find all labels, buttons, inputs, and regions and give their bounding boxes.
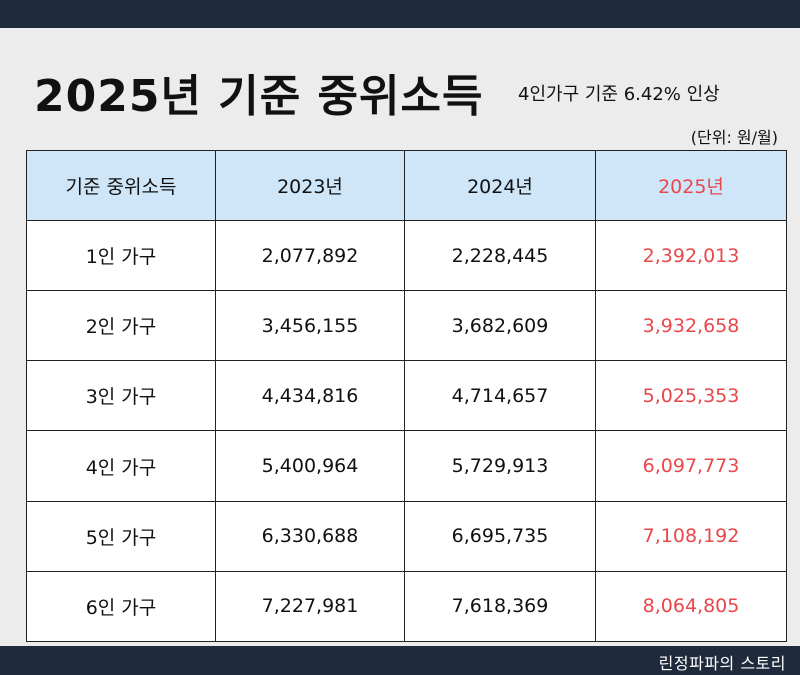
cell-2024: 7,618,369 <box>404 570 596 643</box>
table-row: 3인 가구 4,434,816 4,714,657 5,025,353 <box>26 360 787 432</box>
table-row: 5인 가구 6,330,688 6,695,735 7,108,192 <box>26 500 787 572</box>
row-label: 5인 가구 <box>26 500 216 572</box>
cell-2025: 8,064,805 <box>595 570 787 643</box>
row-label: 1인 가구 <box>26 219 216 292</box>
cell-2024: 3,682,609 <box>404 290 596 362</box>
column-header-category: 기준 중위소득 <box>26 150 216 221</box>
table-header-row: 기준 중위소득 2023년 2024년 2025년 <box>26 150 787 221</box>
row-label: 6인 가구 <box>26 570 216 643</box>
table-row: 6인 가구 7,227,981 7,618,369 8,064,805 <box>26 570 787 643</box>
row-label: 4인 가구 <box>26 430 216 502</box>
cell-2025: 2,392,013 <box>595 219 787 292</box>
cell-2023: 3,456,155 <box>215 290 405 362</box>
cell-2023: 4,434,816 <box>215 360 405 432</box>
cell-2023: 7,227,981 <box>215 570 405 643</box>
page-title: 2025년 기준 중위소득 <box>34 71 484 122</box>
cell-2025: 6,097,773 <box>595 430 787 502</box>
table-row: 2인 가구 3,456,155 3,682,609 3,932,658 <box>26 290 787 362</box>
cell-2023: 6,330,688 <box>215 500 405 572</box>
top-bar <box>0 0 800 28</box>
cell-2024: 4,714,657 <box>404 360 596 432</box>
table-row: 1인 가구 2,077,892 2,228,445 2,392,013 <box>26 219 787 292</box>
column-header-2024: 2024년 <box>404 150 596 221</box>
cell-2024: 5,729,913 <box>404 430 596 502</box>
cell-2023: 2,077,892 <box>215 219 405 292</box>
footer-credit: 린정파파의 스토리 <box>658 654 786 673</box>
median-income-table: 기준 중위소득 2023년 2024년 2025년 1인 가구 2,077,89… <box>26 150 787 643</box>
cell-2024: 2,228,445 <box>404 219 596 292</box>
cell-2025: 5,025,353 <box>595 360 787 432</box>
page-subtitle: 4인가구 기준 6.42% 인상 <box>518 84 720 105</box>
cell-2025: 3,932,658 <box>595 290 787 362</box>
cell-2024: 6,695,735 <box>404 500 596 572</box>
row-label: 3인 가구 <box>26 360 216 432</box>
column-header-2025: 2025년 <box>595 150 787 221</box>
column-header-2023: 2023년 <box>215 150 405 221</box>
unit-label: (단위: 원/월) <box>690 128 778 147</box>
table-row: 4인 가구 5,400,964 5,729,913 6,097,773 <box>26 430 787 502</box>
cell-2023: 5,400,964 <box>215 430 405 502</box>
bottom-bar: 린정파파의 스토리 <box>0 646 800 675</box>
cell-2025: 7,108,192 <box>595 500 787 572</box>
row-label: 2인 가구 <box>26 290 216 362</box>
